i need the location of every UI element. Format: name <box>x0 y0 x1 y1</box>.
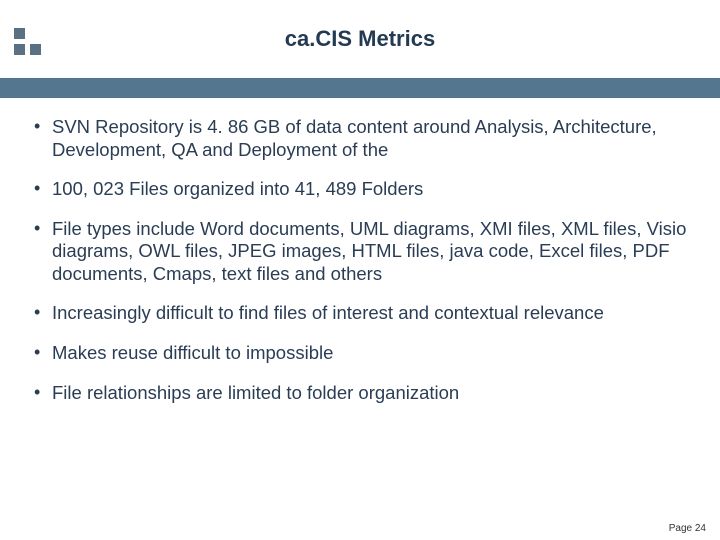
list-item: SVN Repository is 4. 86 GB of data conte… <box>30 116 690 161</box>
slide-body: SVN Repository is 4. 86 GB of data conte… <box>0 98 720 404</box>
list-item: 100, 023 Files organized into 41, 489 Fo… <box>30 178 690 201</box>
list-item: Makes reuse difficult to impossible <box>30 342 690 365</box>
slide: ca.CIS Metrics SVN Repository is 4. 86 G… <box>0 0 720 540</box>
bullet-list: SVN Repository is 4. 86 GB of data conte… <box>30 116 690 404</box>
list-item: File relationships are limited to folder… <box>30 382 690 405</box>
logo-icon <box>14 28 42 56</box>
header-band <box>0 78 720 98</box>
list-item: Increasingly difficult to find files of … <box>30 302 690 325</box>
slide-header: ca.CIS Metrics <box>0 0 720 78</box>
list-item: File types include Word documents, UML d… <box>30 218 690 286</box>
page-number: Page 24 <box>669 523 706 534</box>
slide-title: ca.CIS Metrics <box>0 26 720 52</box>
